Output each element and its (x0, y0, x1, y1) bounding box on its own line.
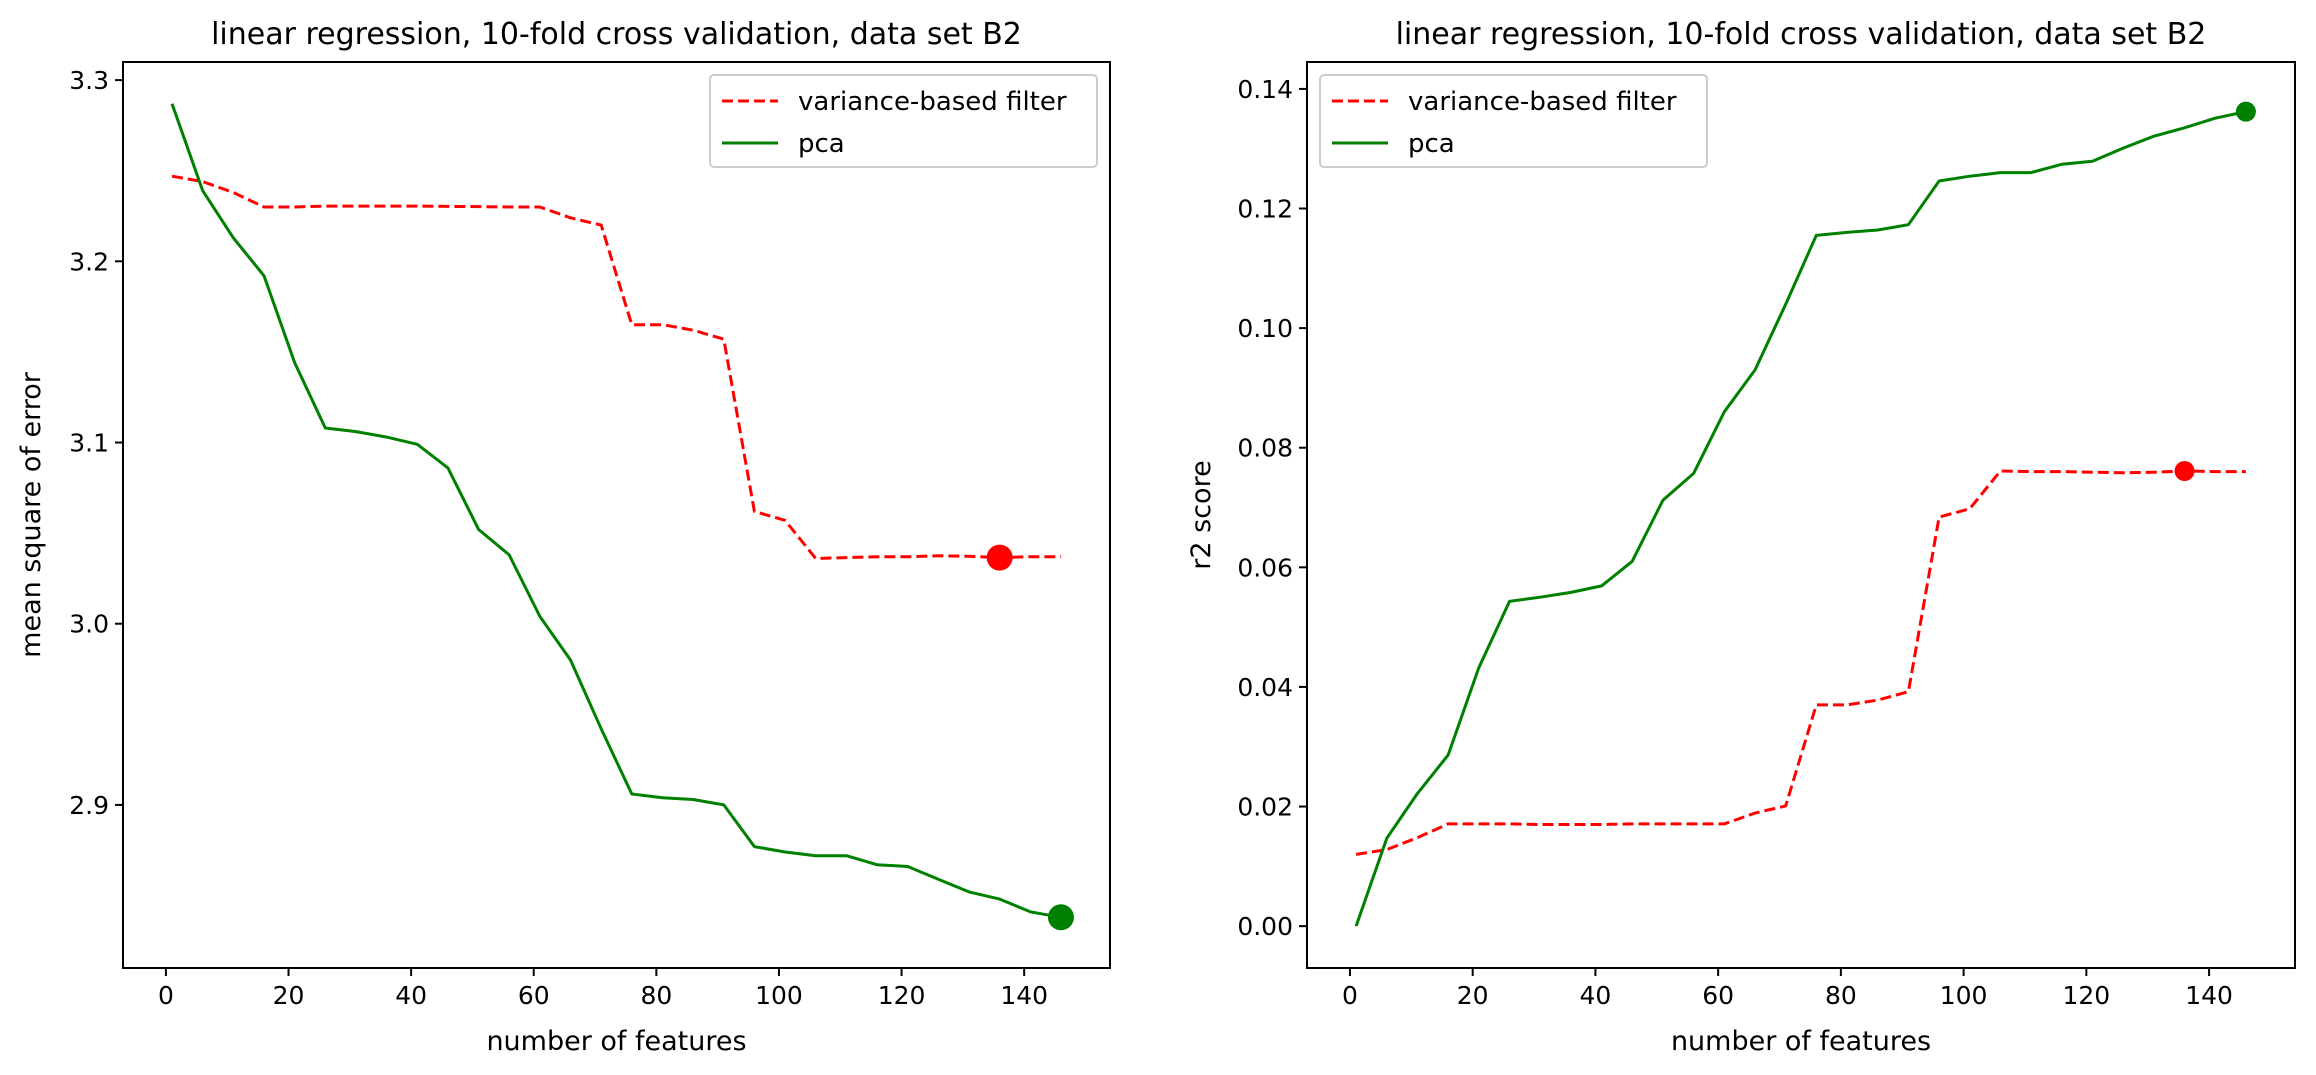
y-tick-label: 0.08 (1237, 434, 1293, 463)
legend-box (1319, 74, 1708, 168)
y-tick-label: 3.0 (69, 610, 109, 639)
x-tick-label: 20 (1457, 981, 1489, 1010)
legend-box (709, 74, 1098, 168)
chart-panel-1: linear regression, 10-fold cross validat… (16, 17, 1111, 1057)
x-tick-label: 140 (2185, 981, 2233, 1010)
chart-title: linear regression, 10-fold cross validat… (211, 17, 1022, 52)
y-tick-label: 3.2 (69, 247, 109, 276)
legend-label: variance-based filter (798, 87, 1067, 117)
x-tick-label: 100 (1940, 981, 1988, 1010)
x-tick-label: 120 (878, 981, 926, 1010)
legend-label: pca (798, 129, 845, 159)
x-tick-label: 80 (640, 981, 672, 1010)
y-tick-label: 3.1 (69, 429, 109, 458)
best-point-pca (2235, 101, 2256, 122)
y-tick-label: 0.00 (1237, 912, 1293, 941)
legend: variance-based filter pca (709, 74, 1098, 168)
y-tick-label: 3.3 (69, 66, 109, 95)
x-axis-label: number of features (486, 1026, 746, 1057)
series-line-pca (170, 103, 1062, 919)
x-tick-label: 40 (395, 981, 427, 1010)
x-tick-label: 0 (158, 981, 174, 1010)
best-point-variance-filter (2174, 461, 2195, 482)
y-tick-label: 0.02 (1237, 793, 1293, 822)
x-tick-label: 100 (755, 981, 803, 1010)
series-line-variance-filter (171, 174, 1061, 560)
legend: variance-based filter pca (1319, 74, 1708, 168)
legend-label: pca (1408, 129, 1455, 159)
chart-panel-2: linear regression, 10-fold cross validat… (1186, 17, 2296, 1057)
y-tick-label: 2.9 (69, 791, 109, 820)
x-tick-label: 0 (1342, 981, 1358, 1010)
y-axis-label: mean square of error (16, 371, 47, 658)
series-line-variance-filter (1355, 469, 2246, 856)
y-tick-label: 0.14 (1237, 75, 1293, 104)
x-tick-label: 20 (273, 981, 305, 1010)
x-axis-label: number of features (1671, 1026, 1931, 1057)
y-tick-label: 0.10 (1237, 314, 1293, 343)
y-tick-label: 0.12 (1237, 195, 1293, 224)
best-point-pca (1047, 904, 1074, 931)
x-tick-label: 60 (1702, 981, 1734, 1010)
series-line-pca (1354, 110, 2247, 927)
x-tick-label: 120 (2062, 981, 2110, 1010)
best-point-variance-filter (986, 544, 1013, 571)
chart-title: linear regression, 10-fold cross validat… (1396, 17, 2207, 52)
legend-label: variance-based filter (1408, 87, 1677, 117)
x-tick-label: 40 (1580, 981, 1612, 1010)
axes-frame (122, 61, 1111, 969)
x-tick-label: 60 (518, 981, 550, 1010)
y-tick-label: 0.04 (1237, 673, 1293, 702)
x-tick-label: 80 (1825, 981, 1857, 1010)
axes-frame (1306, 61, 2296, 969)
y-tick-label: 0.06 (1237, 553, 1293, 582)
y-axis-label: r2 score (1186, 460, 1217, 569)
x-tick-label: 140 (1000, 981, 1048, 1010)
